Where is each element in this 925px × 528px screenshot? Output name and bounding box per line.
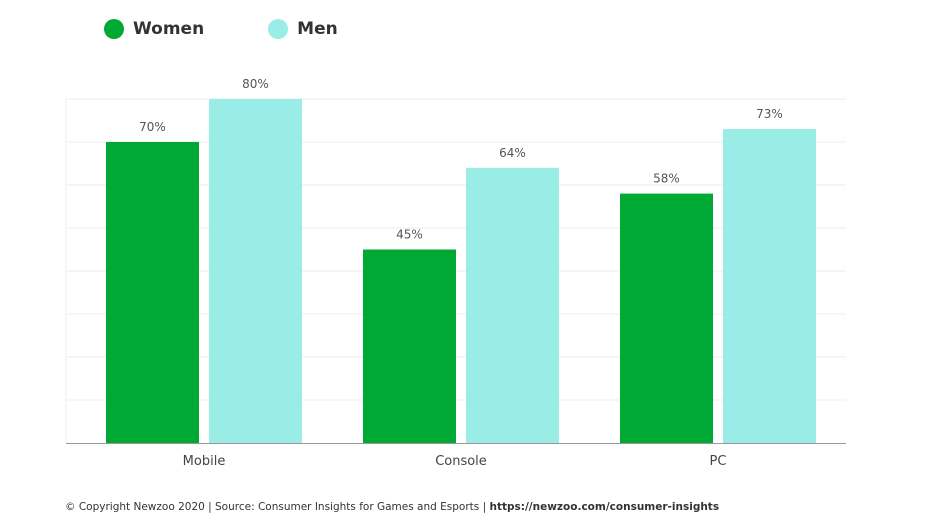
bar-men-console <box>466 167 559 444</box>
legend-item-men[interactable]: Men <box>268 19 338 39</box>
bar-women-mobile <box>106 142 199 443</box>
footer-text: © Copyright Newzoo 2020 | Source: Consum… <box>65 501 490 513</box>
data-label-women-pc: 58% <box>653 172 680 186</box>
data-label-men-pc: 73% <box>756 107 783 121</box>
x-tick-label: Mobile <box>183 454 226 469</box>
bar-men-mobile <box>209 99 302 443</box>
x-tick-label: Console <box>435 454 487 469</box>
legend-swatch-men <box>268 19 289 39</box>
legend-label-men: Men <box>297 19 338 39</box>
data-label-women-console: 45% <box>396 228 423 242</box>
chart-legend: Women Men <box>104 17 402 41</box>
bar-women-console <box>363 249 456 443</box>
bar-women-pc <box>620 193 713 443</box>
bar-men-pc <box>723 129 816 443</box>
data-label-men-mobile: 80% <box>242 77 269 91</box>
data-label-women-mobile: 70% <box>139 120 166 134</box>
legend-item-women[interactable]: Women <box>104 19 204 39</box>
data-label-men-console: 64% <box>499 146 526 160</box>
legend-label-women: Women <box>133 19 205 39</box>
footer-source: © Copyright Newzoo 2020 | Source: Consum… <box>65 501 719 513</box>
legend-swatch-women <box>104 19 124 39</box>
footer-link[interactable]: https://newzoo.com/consumer-insights <box>489 501 720 513</box>
x-tick-label: PC <box>710 454 727 469</box>
